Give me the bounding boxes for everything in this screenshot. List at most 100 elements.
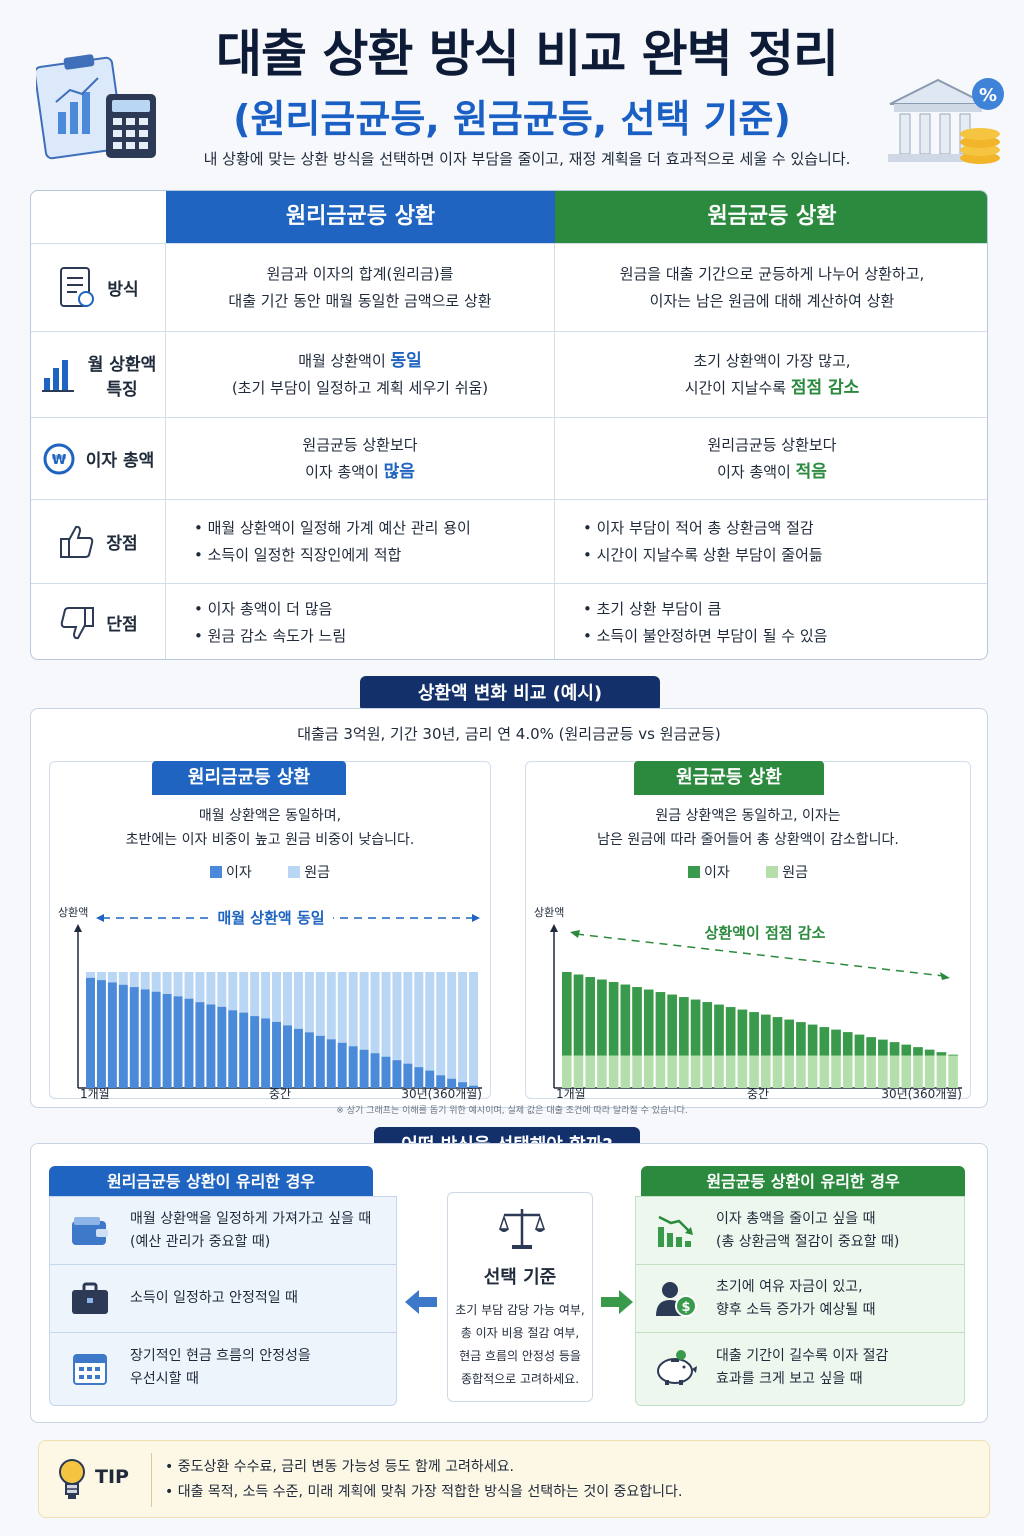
- cell-line: (초기 부담이 일정하고 계획 세우기 쉬움): [231, 378, 489, 397]
- interest-bar: [562, 972, 572, 1056]
- interest-bar: [913, 1047, 923, 1056]
- highlight-text: 적음: [795, 461, 827, 482]
- row-label: 방식: [31, 244, 166, 331]
- interest-bar: [842, 1032, 853, 1056]
- highlight-text: 점점 감소: [790, 377, 860, 398]
- principal-bar: [436, 972, 446, 1076]
- interest-bar: [936, 1052, 947, 1056]
- interest-bar: [326, 1039, 336, 1088]
- legend-swatch: [766, 866, 779, 878]
- row-pros: 장점 매월 상환액이 일정해 가계 예산 관리 용이 소득이 일정한 직장인에게…: [31, 499, 987, 583]
- case-text: 대출 기간이 길수록 이자 절감 효과를 크게 보고 싶을 때: [716, 1345, 888, 1391]
- interest-bar: [425, 1070, 435, 1088]
- cons-equal-principal: 초기 상환 부담이 큼 소득이 불안정하면 부담이 될 수 있음: [555, 584, 987, 659]
- interest-bar: [118, 984, 128, 1088]
- interest-bar: [359, 1049, 369, 1088]
- row-label-text: 이자 총액: [85, 451, 155, 471]
- interest-bar: [620, 984, 631, 1056]
- side-title: 원리금균등 상환이 유리한 경우: [49, 1166, 373, 1198]
- interest-bar: [162, 994, 172, 1088]
- interest-bar: [436, 1075, 446, 1088]
- method-equal-payment: 원금과 이자의 합계(원리금)를 대출 기간 동안 매월 동일한 금액으로 상환: [166, 244, 555, 331]
- row-cons: 단점 이자 총액이 더 많음 원금 감소 속도가 느림 초기 상환 부담이 큼 …: [31, 583, 987, 659]
- bullet-item: 이자 총액이 더 많음: [194, 596, 333, 623]
- interest-bar: [228, 1010, 238, 1088]
- cons-equal-payment: 이자 총액이 더 많음 원금 감소 속도가 느림: [166, 584, 555, 659]
- cell-line: 이자는 남은 원금에 대해 계산하여 상환: [649, 291, 895, 310]
- briefcase-icon: [50, 1282, 130, 1316]
- principal-bar: [458, 972, 468, 1083]
- case-item: 이자 총액을 줄이고 싶을 때 (총 상환금액 절감이 중요할 때): [636, 1197, 964, 1265]
- pros-equal-payment: 매월 상환액이 일정해 가계 예산 관리 용이 소득이 일정한 직장인에게 적합: [166, 500, 555, 583]
- cell-text: 이자 총액이: [717, 462, 796, 481]
- case-item: 소득이 일정하고 안정적일 때: [50, 1265, 396, 1333]
- principal-bar: [195, 972, 205, 1003]
- interest-bar: [239, 1012, 249, 1088]
- interest-bar: [337, 1042, 347, 1088]
- cell-line: 원금을 대출 기간으로 균등하게 나누어 상환하고,: [619, 264, 925, 283]
- interest-bar: [414, 1067, 424, 1088]
- row-method: 방식 원금과 이자의 합계(원리금)를 대출 기간 동안 매월 동일한 금액으로…: [31, 243, 987, 331]
- row-label-text: 월 상환액 특징: [88, 350, 156, 400]
- side-body: 이자 총액을 줄이고 싶을 때 (총 상환금액 절감이 중요할 때) $ 초기에 …: [635, 1196, 965, 1406]
- desc-line: 원금 상환액은 동일하고, 이자는: [655, 808, 841, 824]
- cell-line: 원금균등 상환보다: [302, 435, 418, 454]
- x-tick-label: 30년(360개월): [401, 1087, 482, 1100]
- highlight-text: 동일: [390, 350, 422, 371]
- arrow-left-icon: [405, 1290, 437, 1314]
- row-label-text: 방식: [107, 280, 139, 300]
- case-line: 향후 소득 증가가 예상될 때: [716, 1301, 876, 1318]
- cell-line: 시간이 지날수록 점점 감소: [685, 375, 860, 402]
- interest-bar: [151, 991, 161, 1088]
- legend-principal: 원금: [288, 865, 330, 881]
- annotation-label: 매월 상환액 동일: [217, 909, 324, 927]
- interest-bar: [679, 997, 689, 1056]
- declining-chart-icon: [636, 1213, 716, 1249]
- case-line: (예산 관리가 중요할 때): [130, 1233, 271, 1250]
- case-text: 초기에 여유 자금이 있고, 향후 소득 증가가 예상될 때: [716, 1276, 875, 1322]
- interest-bar: [737, 1009, 748, 1056]
- principal-bar: [359, 972, 369, 1050]
- label-line: 월 상환액: [87, 354, 157, 375]
- case-line: 장기적인 현금 흐름의 안정성을: [130, 1348, 311, 1364]
- interest-bar: [866, 1037, 876, 1056]
- x-tick-label: 중간: [269, 1087, 291, 1100]
- chart-panel: 대출금 3억원, 기간 30년, 금리 연 4.0% (원리금균등 vs 원금균…: [30, 708, 988, 1108]
- principal-bar: [425, 972, 435, 1071]
- interest-bar: [585, 977, 596, 1056]
- interest-bar: [690, 999, 701, 1056]
- case-line: 효과를 크게 보고 싶을 때: [716, 1371, 863, 1387]
- annotation-bg: [209, 907, 333, 929]
- interest-bar: [667, 994, 677, 1056]
- interest-bar: [206, 1004, 216, 1088]
- case-line: 우선시할 때: [130, 1371, 199, 1387]
- tip-line: 대출 목적, 소득 수준, 미래 계획에 맞춰 가장 적합한 방식을 선택하는 …: [165, 1480, 683, 1505]
- case-line: 이자 총액을 줄이고 싶을 때: [716, 1210, 876, 1227]
- interest-bar: [948, 1054, 958, 1056]
- principal-bar: [403, 972, 413, 1064]
- principal-bar: [819, 1027, 830, 1088]
- annotation-arrow-right: [940, 972, 950, 980]
- principal-bar: [261, 972, 271, 1019]
- principal-bar: [831, 1029, 841, 1088]
- interest-equal-payment: 원금균등 상환보다 이자 총액이 많음: [166, 418, 555, 499]
- case-line: 소득이 일정하고 안정적일 때: [130, 1290, 298, 1306]
- desc-line: 매월 상환액은 동일하며,: [198, 808, 342, 824]
- interest-bar: [447, 1078, 457, 1088]
- principal-bar: [304, 972, 314, 1033]
- calendar-icon: [50, 1350, 130, 1386]
- equal-payment-cases: 원리금균등 상환이 유리한 경우 매월 상환액을 일정하게 가져가고 싶을 때 (…: [49, 1166, 397, 1406]
- case-item: $ 초기에 여유 자금이 있고, 향후 소득 증가가 예상될 때: [636, 1265, 964, 1333]
- principal-bar: [86, 972, 95, 978]
- bullet-item: 소득이 일정한 직장인에게 적합: [194, 542, 402, 569]
- interest-bar: [878, 1039, 888, 1056]
- equal-principal-cases: 원금균등 상환이 유리한 경우 이자 총액을 줄이고 싶을 때 (총 상환금액 절…: [635, 1166, 965, 1406]
- interest-bar: [403, 1063, 413, 1088]
- side-title: 원금균등 상환이 유리한 경우: [641, 1166, 965, 1198]
- scale-icon: [498, 1209, 546, 1249]
- x-tick-label: 1개월: [556, 1087, 586, 1100]
- legend-interest: 이자: [688, 865, 730, 881]
- criteria-line: 초기 부담 감당 가능 여부,: [455, 1303, 585, 1317]
